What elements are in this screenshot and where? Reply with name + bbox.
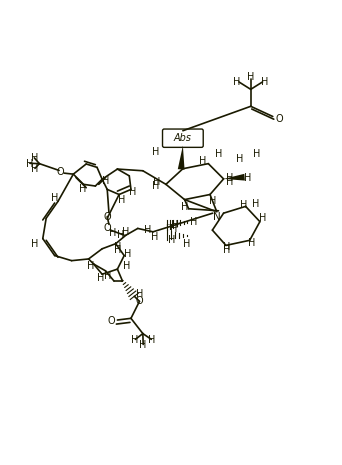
Polygon shape (224, 174, 245, 180)
Text: O: O (57, 167, 65, 177)
Text: H: H (198, 156, 206, 166)
Text: H: H (259, 213, 266, 223)
Text: O: O (107, 316, 115, 326)
Text: H: H (223, 242, 231, 252)
Text: H: H (30, 153, 38, 163)
Text: H: H (253, 149, 260, 159)
Text: H: H (226, 173, 234, 183)
Text: H: H (170, 225, 177, 234)
Text: H: H (244, 173, 252, 183)
Text: H: H (131, 335, 138, 345)
Text: H: H (181, 202, 188, 212)
Text: O: O (276, 114, 284, 124)
Text: H: H (252, 199, 260, 209)
Text: H: H (152, 147, 159, 157)
Text: H: H (109, 227, 116, 238)
Text: H: H (87, 261, 94, 271)
Text: H: H (114, 246, 121, 255)
Polygon shape (178, 146, 185, 170)
Text: H: H (152, 181, 159, 191)
Text: H: H (234, 77, 241, 87)
Text: H: H (190, 217, 197, 226)
Text: Abs: Abs (174, 133, 192, 143)
Text: H: H (97, 272, 104, 283)
Text: H: H (26, 159, 33, 169)
Text: H: H (151, 232, 158, 242)
Text: H: H (30, 164, 38, 174)
Text: H: H (247, 72, 254, 82)
Text: H: H (124, 249, 131, 259)
Text: O: O (136, 296, 143, 306)
Text: H: H (261, 77, 268, 87)
Text: O: O (103, 223, 111, 233)
Text: H: H (168, 235, 175, 246)
Text: H: H (236, 154, 243, 164)
Text: H: H (123, 261, 131, 272)
Text: H: H (79, 185, 87, 194)
Text: O: O (103, 212, 111, 221)
Text: H: H (240, 199, 247, 210)
Text: H: H (117, 230, 124, 240)
Text: H: H (136, 289, 143, 299)
Text: H: H (183, 239, 190, 249)
Text: H: H (139, 340, 146, 351)
Text: H: H (153, 177, 160, 186)
Text: H: H (104, 271, 111, 281)
Text: H: H (114, 242, 121, 252)
Text: H: H (171, 220, 178, 230)
Text: H: H (248, 239, 256, 248)
Text: H: H (30, 239, 38, 249)
Text: H: H (129, 187, 136, 197)
Text: H: H (144, 225, 151, 235)
Text: H: H (209, 196, 216, 206)
Text: H: H (122, 227, 130, 237)
Text: H: H (223, 246, 231, 255)
Text: H: H (102, 176, 109, 186)
Text: H: H (226, 177, 233, 186)
Text: H: H (215, 149, 223, 159)
Text: N: N (213, 212, 221, 221)
Text: H: H (118, 194, 125, 205)
Text: H: H (148, 335, 155, 345)
Text: H: H (51, 193, 58, 203)
